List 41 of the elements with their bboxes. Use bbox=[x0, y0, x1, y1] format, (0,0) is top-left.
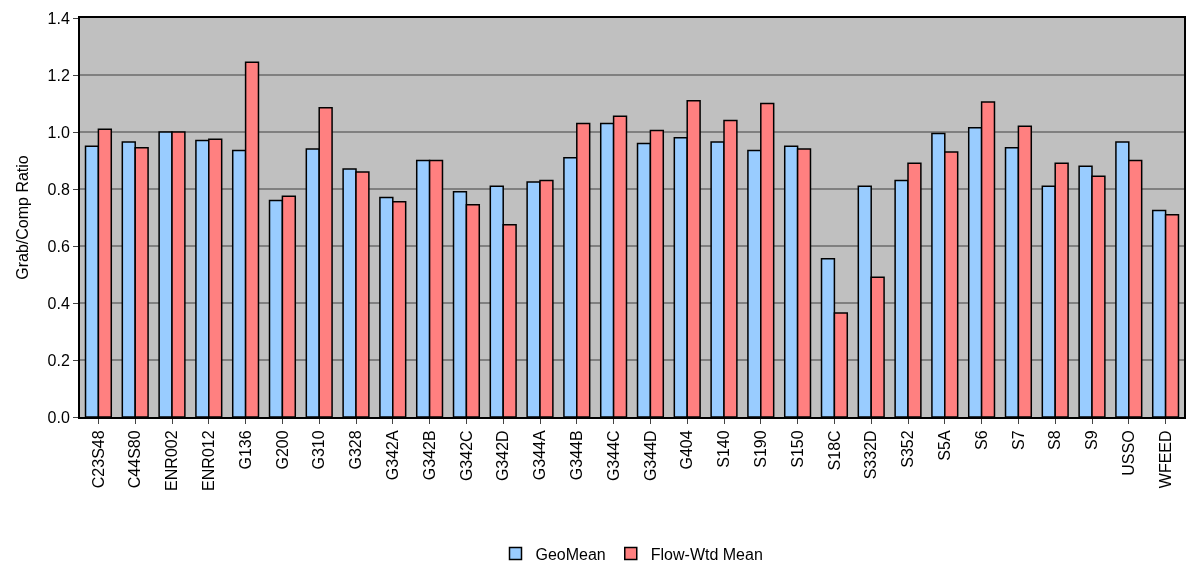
x-tick-label: G328 bbox=[347, 430, 365, 470]
x-tick-label: S150 bbox=[788, 430, 806, 468]
x-tick-label: G200 bbox=[273, 430, 291, 470]
x-tick-label: C44S80 bbox=[126, 430, 144, 489]
y-tick-label: 0.2 bbox=[47, 351, 70, 369]
x-tick-label: G344B bbox=[568, 430, 585, 481]
x-tick-label: S7 bbox=[1009, 430, 1027, 450]
y-tick-label: 0.4 bbox=[47, 294, 70, 312]
x-tick-label: S190 bbox=[752, 430, 769, 468]
x-tick-label: S18C bbox=[825, 430, 843, 471]
x-tick-label: G310 bbox=[310, 430, 328, 470]
x-tick-label: G342B bbox=[420, 430, 438, 481]
legend-label: Flow-Wtd Mean bbox=[650, 545, 763, 563]
y-tick-label: 0.8 bbox=[47, 180, 70, 198]
x-tick-label: S8 bbox=[1046, 430, 1064, 450]
y-tick-label: 0.0 bbox=[47, 408, 70, 426]
x-tick-label: S352 bbox=[899, 430, 917, 468]
x-tick-label: C23S48 bbox=[89, 430, 107, 489]
y-tick-label: 1.2 bbox=[47, 66, 70, 84]
x-tick-label: G344C bbox=[604, 430, 622, 482]
x-tick-label: ENR012 bbox=[200, 430, 217, 491]
x-tick-label: G342D bbox=[494, 430, 512, 482]
x-tick-label: G342A bbox=[384, 430, 401, 481]
y-axis-title: Grab/Comp Ratio bbox=[13, 155, 31, 280]
x-tick-label: G344A bbox=[531, 430, 549, 481]
x-tick-label: G136 bbox=[236, 430, 254, 470]
x-tick-label: S9 bbox=[1083, 430, 1101, 450]
x-tick-label: S5A bbox=[936, 430, 953, 461]
x-tick-label: S140 bbox=[715, 430, 733, 468]
x-tick-label: G344D bbox=[641, 430, 659, 482]
x-tick-label: G342C bbox=[457, 430, 475, 482]
x-tick-label: USSO bbox=[1120, 430, 1137, 476]
y-tick-label: 1.0 bbox=[47, 123, 70, 141]
x-tick-label: ENR002 bbox=[163, 430, 181, 491]
x-tick-label: S6 bbox=[972, 430, 990, 450]
x-tick-label: G404 bbox=[678, 430, 696, 470]
y-tick-label: 0.6 bbox=[47, 237, 70, 255]
legend-label: GeoMean bbox=[535, 545, 606, 563]
x-tick-label: S332D bbox=[862, 430, 880, 480]
y-tick-label: 1.4 bbox=[47, 9, 70, 27]
x-tick-label: WFEED bbox=[1156, 430, 1174, 489]
